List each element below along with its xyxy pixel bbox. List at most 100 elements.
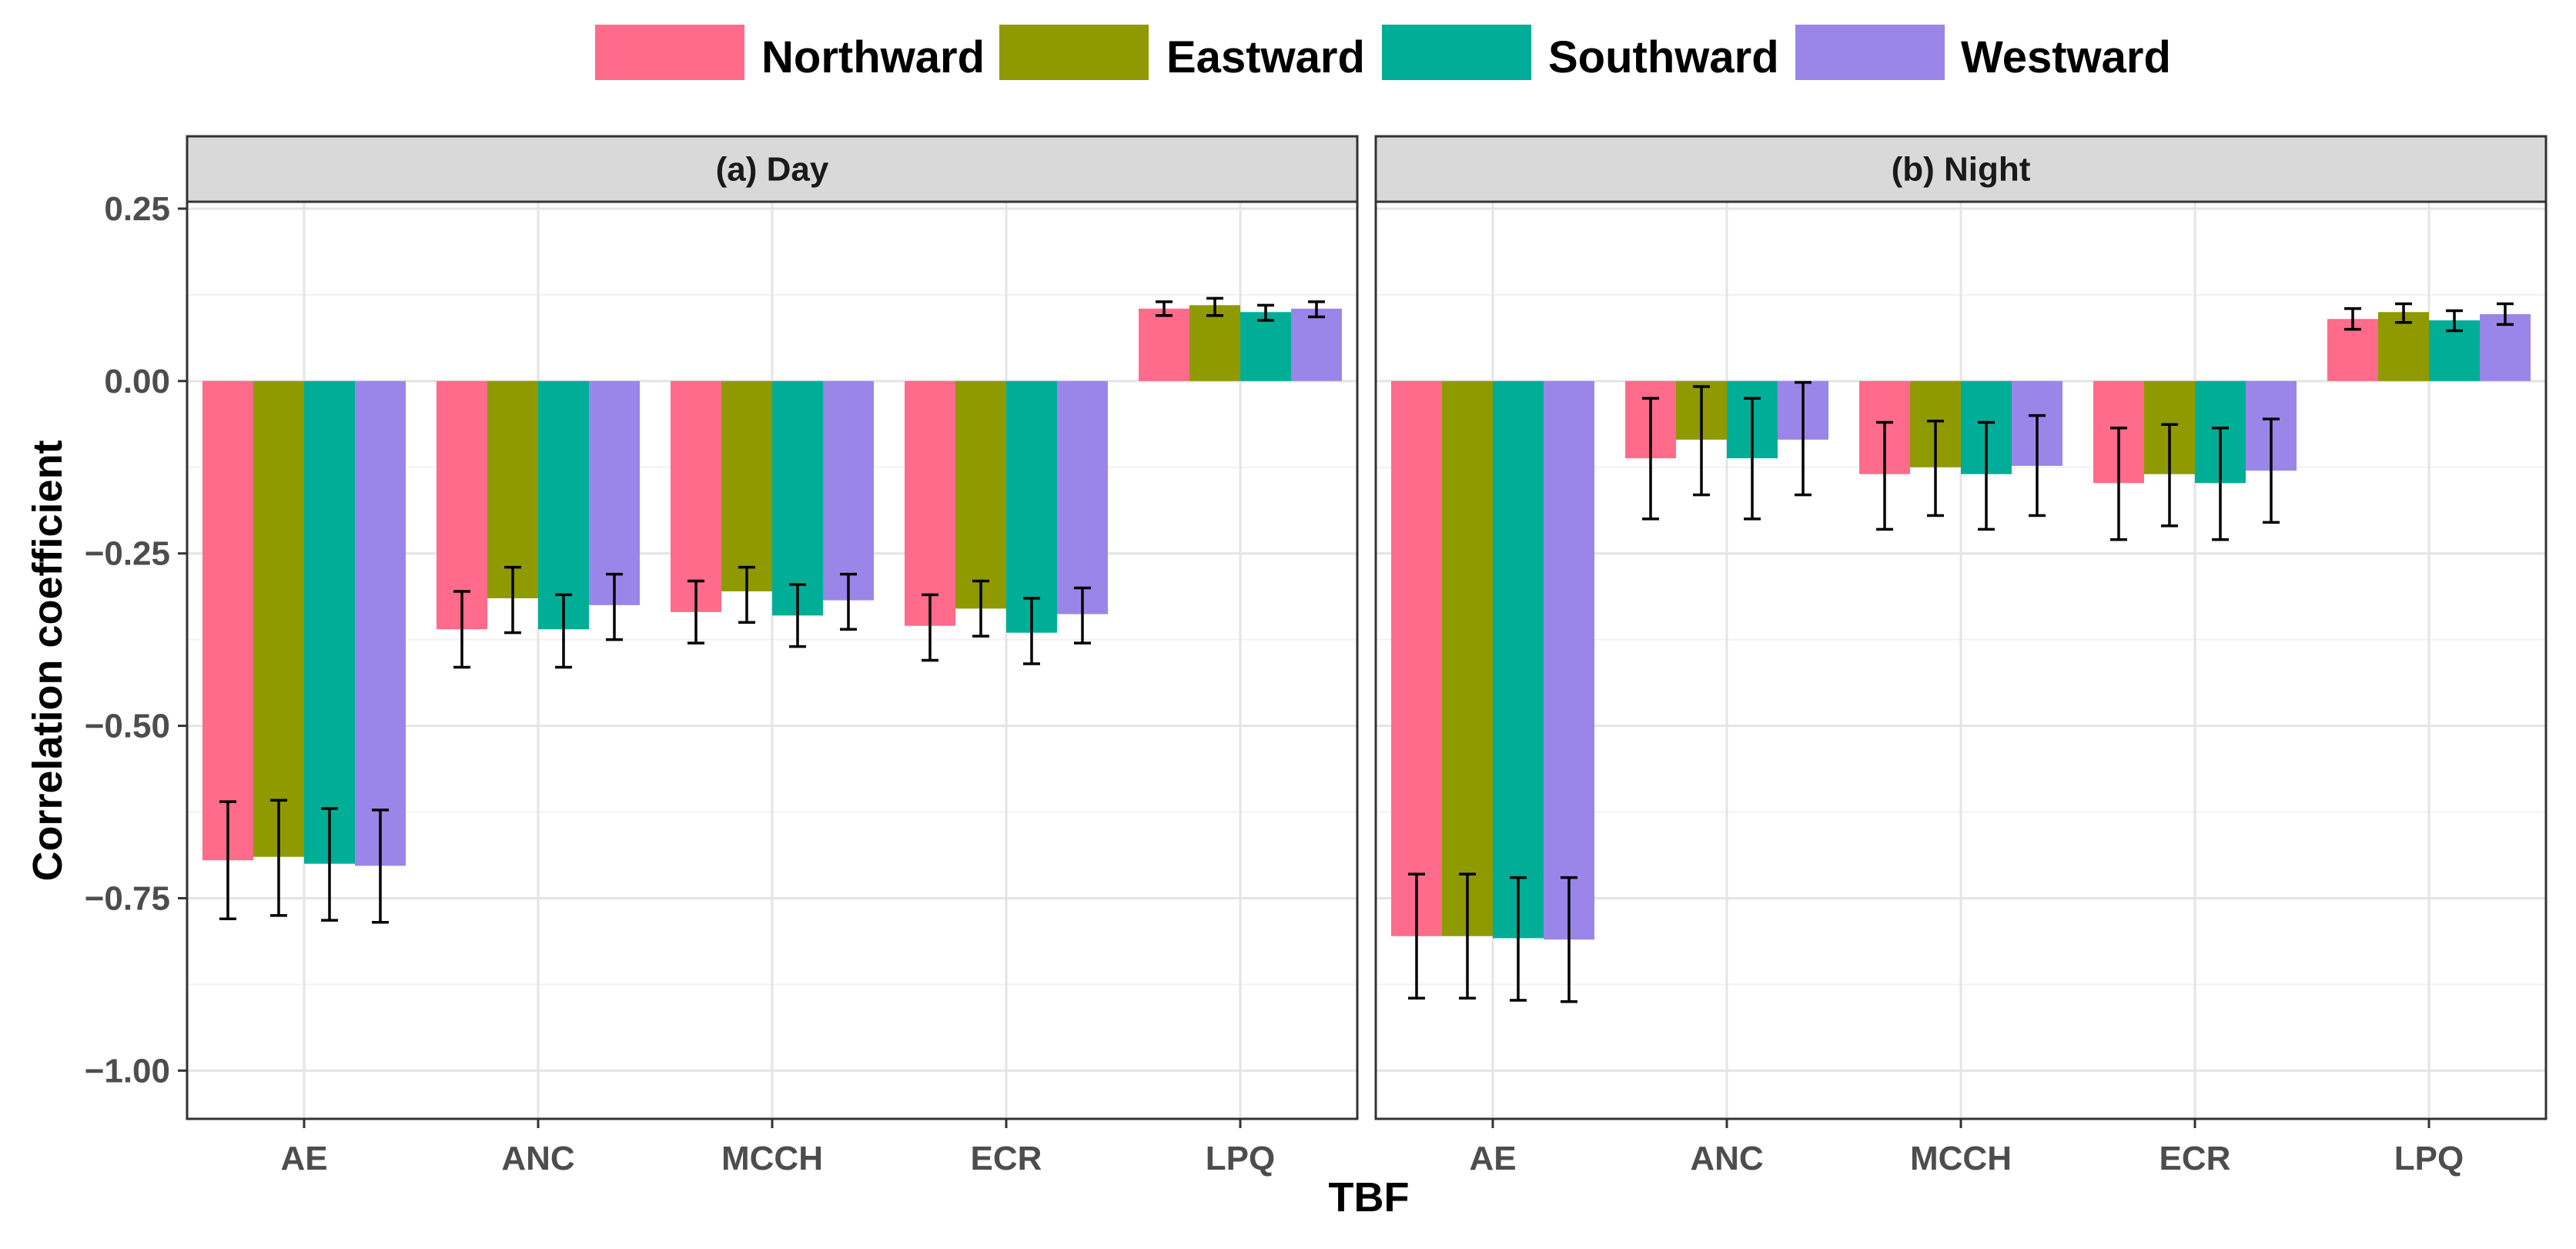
bar-day-lpq-eastward bbox=[1189, 305, 1240, 381]
x-tick-label-lpq: LPQ bbox=[1206, 1140, 1275, 1177]
errorbar-night-anc-northward bbox=[1642, 397, 1659, 521]
x-tick-label-ecr: ECR bbox=[971, 1140, 1042, 1177]
errorbar-night-mcch-northward bbox=[1876, 420, 1893, 531]
errorbar-night-ecr-northward bbox=[2110, 426, 2127, 541]
x-tick-label-ecr: ECR bbox=[2159, 1140, 2231, 1177]
bar-day-anc-northward bbox=[437, 380, 487, 630]
errorbar-day-ae-northward bbox=[219, 800, 236, 921]
errorbar-day-lpq-eastward bbox=[1206, 296, 1223, 317]
legend-label-eastward: Eastward bbox=[1166, 32, 1365, 82]
y-tick-label: 0.25 bbox=[104, 190, 170, 228]
errorbar-day-mcch-northward bbox=[687, 579, 704, 645]
errorbar-day-ecr-westward bbox=[1074, 586, 1091, 645]
y-axis: 0.25 0.00 −0.25 −0.50 −0.75 −1.00 bbox=[85, 190, 187, 1090]
legend-label-northward: Northward bbox=[761, 32, 985, 82]
bar-day-ecr-southward bbox=[1006, 380, 1057, 633]
errorbar-night-ecr-southward bbox=[2212, 426, 2229, 541]
bar-day-mcch-westward bbox=[823, 380, 874, 601]
bar-day-ae-southward bbox=[304, 380, 355, 864]
legend-swatch-eastward bbox=[999, 25, 1149, 80]
x-tick-label-mcch: MCCH bbox=[1910, 1140, 2012, 1177]
bar-day-lpq-westward bbox=[1291, 308, 1342, 381]
bar-day-mcch-eastward bbox=[721, 380, 772, 591]
errorbar-night-mcch-westward bbox=[2029, 414, 2046, 517]
errorbar-night-ecr-westward bbox=[2263, 417, 2280, 524]
x-tick-label-ae: AE bbox=[280, 1140, 327, 1177]
errorbar-day-anc-southward bbox=[555, 593, 572, 669]
errorbar-night-anc-westward bbox=[1795, 380, 1812, 497]
x-tick-label-ae: AE bbox=[1469, 1140, 1516, 1177]
errorbar-night-ae-eastward bbox=[1459, 872, 1476, 1000]
x-tick-label-anc: ANC bbox=[1690, 1140, 1763, 1177]
x-axis-title: TBF bbox=[1329, 1174, 1410, 1221]
errorbar-night-ae-southward bbox=[1510, 876, 1527, 1002]
errorbar-night-ae-northward bbox=[1408, 872, 1425, 1000]
y-axis-title: Correlation coefficient bbox=[25, 440, 71, 881]
errorbar-night-lpq-northward bbox=[2344, 307, 2361, 331]
errorbar-night-lpq-eastward bbox=[2395, 302, 2412, 324]
strip-label-day: (a) Day bbox=[716, 151, 829, 189]
errorbar-day-ae-westward bbox=[372, 809, 389, 924]
errorbar-day-anc-eastward bbox=[504, 565, 521, 635]
legend-label-westward: Westward bbox=[1961, 32, 2171, 82]
errorbar-day-anc-northward bbox=[453, 590, 470, 669]
errorbar-day-ecr-northward bbox=[922, 593, 938, 662]
errorbar-day-lpq-northward bbox=[1156, 300, 1173, 317]
x-tick-label-lpq: LPQ bbox=[2394, 1140, 2464, 1177]
y-tick-label: −1.00 bbox=[85, 1052, 170, 1090]
bar-night-ae-northward bbox=[1391, 380, 1442, 936]
legend-swatch-northward bbox=[595, 25, 744, 80]
errorbar-night-ae-westward bbox=[1561, 876, 1577, 1003]
y-tick-label: 0.00 bbox=[104, 363, 170, 400]
errorbar-day-ae-southward bbox=[321, 807, 338, 922]
bar-day-ecr-westward bbox=[1057, 380, 1108, 614]
errorbar-day-ecr-southward bbox=[1023, 597, 1040, 665]
bar-day-anc-southward bbox=[538, 380, 589, 630]
bar-night-ae-eastward bbox=[1442, 380, 1493, 936]
panel-day: (a) Day AE ANC MCCH ECR LPQ bbox=[186, 135, 1359, 1177]
errorbar-night-anc-eastward bbox=[1693, 385, 1710, 497]
legend-label-southward: Southward bbox=[1548, 32, 1779, 82]
x-tick-label-mcch: MCCH bbox=[721, 1140, 823, 1177]
legend-swatch-westward bbox=[1795, 25, 1945, 80]
bar-day-mcch-southward bbox=[772, 380, 823, 616]
errorbar-day-mcch-westward bbox=[840, 572, 857, 631]
panels: (a) Day AE ANC MCCH ECR LPQ (b) Night AE ANC MCCH… bbox=[186, 135, 2548, 1177]
legend-swatch-southward bbox=[1382, 25, 1531, 80]
errorbar-day-mcch-eastward bbox=[738, 565, 755, 624]
bar-day-ae-northward bbox=[202, 380, 253, 861]
legend: Northward Eastward Southward Westward bbox=[595, 25, 2171, 82]
bar-day-ae-eastward bbox=[253, 380, 304, 857]
errorbar-day-lpq-westward bbox=[1308, 300, 1325, 319]
errorbar-night-lpq-southward bbox=[2446, 309, 2463, 333]
panel-night: (b) Night AE ANC MCCH ECR LPQ bbox=[1374, 135, 2548, 1177]
errorbar-night-ecr-eastward bbox=[2161, 423, 2178, 527]
bar-day-anc-eastward bbox=[487, 380, 538, 598]
errorbar-day-anc-westward bbox=[606, 572, 623, 641]
errorbar-day-mcch-southward bbox=[789, 583, 806, 648]
errorbar-night-lpq-westward bbox=[2497, 302, 2514, 326]
strip-night bbox=[1374, 135, 2548, 203]
strip-day bbox=[186, 135, 1359, 203]
x-tick-label-anc: ANC bbox=[501, 1140, 574, 1177]
errorbar-night-mcch-southward bbox=[1978, 420, 1995, 531]
bar-day-mcch-northward bbox=[671, 380, 721, 612]
bar-day-ecr-eastward bbox=[955, 380, 1006, 609]
bar-day-lpq-northward bbox=[1139, 308, 1189, 381]
errorbar-day-ecr-eastward bbox=[972, 579, 989, 638]
errorbar-day-ae-eastward bbox=[270, 799, 287, 917]
y-tick-label: −0.25 bbox=[85, 535, 170, 573]
bar-night-ae-southward bbox=[1493, 380, 1544, 939]
y-tick-label: −0.75 bbox=[85, 879, 170, 917]
y-tick-label: −0.50 bbox=[85, 708, 170, 745]
errorbar-day-lpq-southward bbox=[1257, 303, 1274, 322]
bar-day-ecr-northward bbox=[905, 380, 955, 626]
bar-night-ae-westward bbox=[1544, 380, 1594, 940]
errorbar-night-mcch-eastward bbox=[1927, 420, 1944, 517]
strip-label-night: (b) Night bbox=[1892, 151, 2031, 189]
bar-day-ae-westward bbox=[355, 380, 406, 866]
bar-day-anc-westward bbox=[589, 380, 640, 605]
bar-day-lpq-southward bbox=[1240, 312, 1291, 381]
errorbar-night-anc-southward bbox=[1744, 397, 1761, 521]
